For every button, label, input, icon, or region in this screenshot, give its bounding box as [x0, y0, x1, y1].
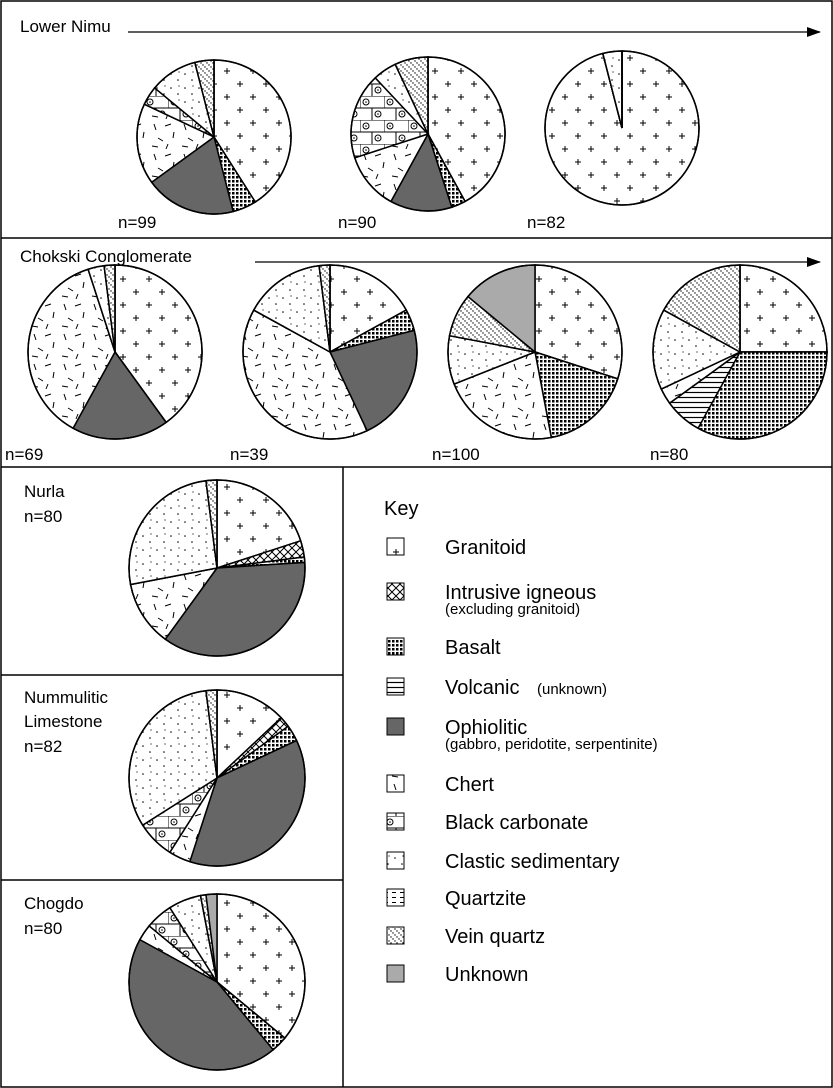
- legend-label: Granitoid: [445, 537, 526, 559]
- pie-slice: [739, 264, 828, 353]
- legend-swatch: [386, 926, 405, 945]
- pie-outline: [128, 689, 306, 867]
- legend-swatch: [386, 637, 405, 656]
- sample-size: n=82: [527, 213, 565, 232]
- legend-label: Volcanic: [445, 677, 520, 699]
- legend-swatch: [386, 812, 405, 831]
- pie-outline: [128, 893, 306, 1071]
- legend-label: Vein quartz: [445, 926, 545, 948]
- legend-label: Intrusive igneous: [445, 582, 596, 604]
- pie-outline: [242, 264, 418, 440]
- sample-size: n=100: [432, 445, 480, 464]
- sample-size: n=69: [5, 445, 43, 464]
- chart-title: Nummulitic Limestone: [24, 688, 109, 731]
- legend-note: (gabbro, peridotite, serpentinite): [445, 736, 658, 753]
- row-title: Chokski Conglomerate: [20, 247, 192, 266]
- sample-size: n=80: [24, 919, 62, 938]
- row-title: Lower Nimu: [20, 17, 111, 36]
- legend-label: Black carbonate: [445, 812, 588, 834]
- sample-size: n=99: [118, 213, 156, 232]
- pie-slice: [128, 479, 218, 586]
- sample-size: n=90: [338, 213, 376, 232]
- sample-size: n=80: [24, 507, 62, 526]
- legend-label: Quartzite: [445, 888, 526, 910]
- legend-swatch: [386, 582, 405, 601]
- sample-size: n=80: [650, 445, 688, 464]
- pie-outline: [350, 56, 506, 212]
- chart-title: Nurla: [24, 482, 65, 501]
- legend-label: Ophiolitic: [445, 717, 527, 739]
- legend-note: (excluding granitoid): [445, 601, 580, 618]
- legend-swatch: [386, 677, 405, 696]
- legend-swatch: [386, 964, 405, 983]
- legend-label: Chert: [445, 774, 494, 796]
- legend-swatch: [386, 888, 405, 907]
- legend-swatch: [386, 774, 405, 793]
- sample-size: n=82: [24, 737, 62, 756]
- pie-outline: [544, 50, 700, 206]
- legend-note: (unknown): [537, 681, 607, 698]
- legend-swatch: [386, 717, 405, 736]
- pie-outline: [27, 264, 203, 440]
- legend-swatch: [386, 851, 405, 870]
- legend-label: Clastic sedimentary: [445, 851, 620, 873]
- legend-swatch: [386, 537, 405, 556]
- chart-title: Chogdo: [24, 894, 84, 913]
- sample-size: n=39: [230, 445, 268, 464]
- pie-outline: [128, 479, 306, 657]
- pie-outline: [652, 264, 828, 440]
- pie-outline: [447, 264, 623, 440]
- legend-label: Basalt: [445, 637, 501, 659]
- legend-label: Unknown: [445, 964, 528, 986]
- legend-title: Key: [384, 498, 418, 520]
- pie-outline: [136, 59, 292, 215]
